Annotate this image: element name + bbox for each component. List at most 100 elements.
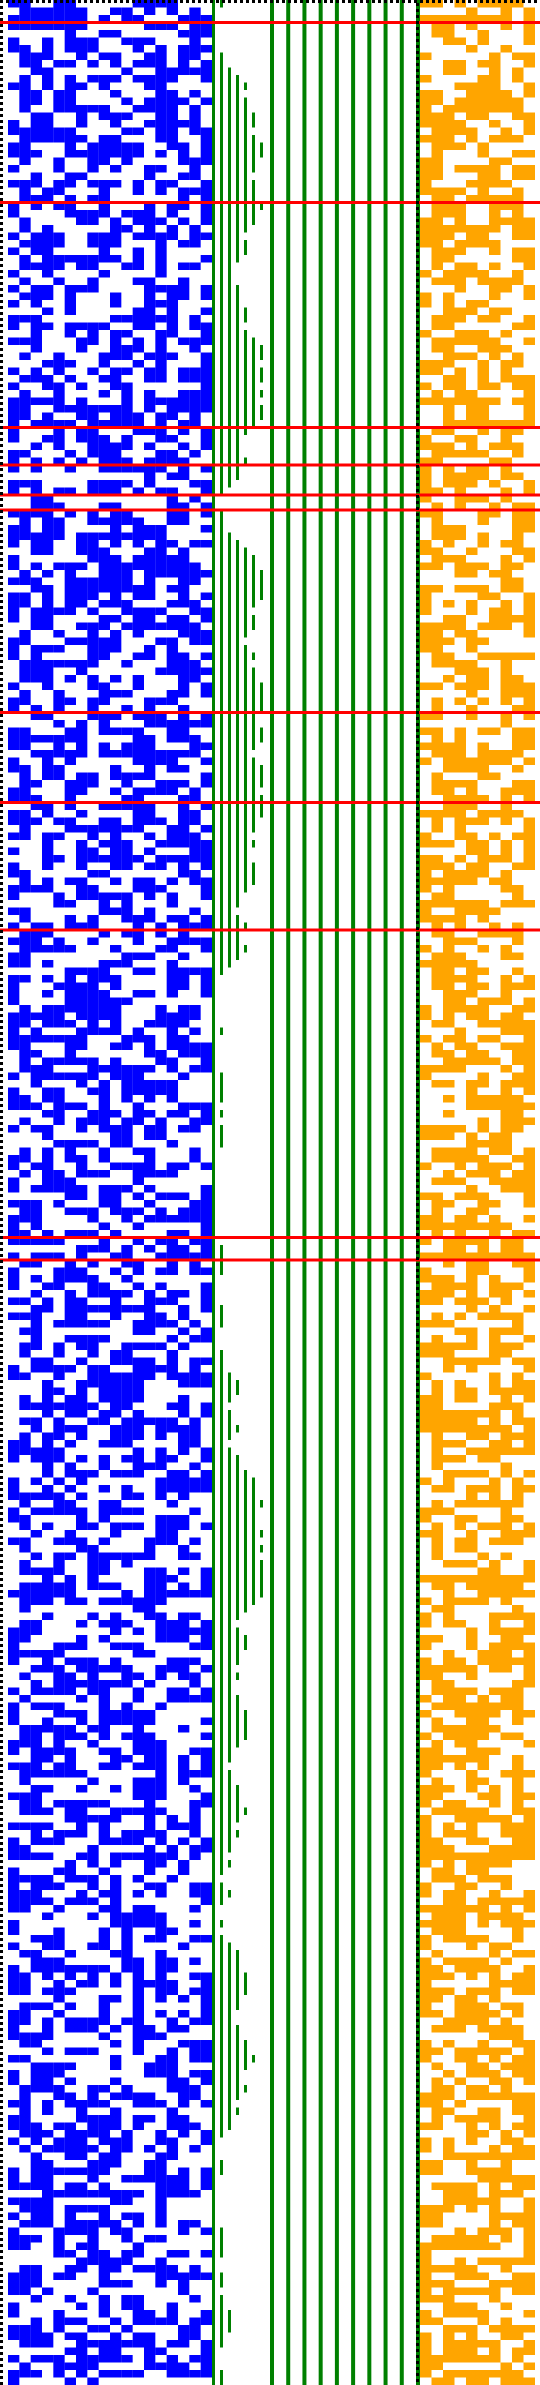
blue-cell (155, 840, 167, 848)
green-step (244, 1552, 247, 1560)
blue-cell (132, 1327, 144, 1335)
orange-cell (443, 112, 455, 120)
blue-cell (8, 600, 20, 608)
blue-cell (19, 105, 31, 113)
orange-cell (477, 682, 489, 690)
blue-cell (42, 2130, 54, 2138)
green-step (236, 1800, 239, 1808)
blue-cell (110, 855, 122, 863)
orange-cell (443, 1065, 455, 1073)
blue-cell (189, 67, 201, 75)
blue-cell (8, 2302, 20, 2310)
blue-cell (64, 1185, 76, 1193)
orange-cell (454, 495, 466, 503)
orange-cell (466, 412, 478, 420)
green-step (212, 1717, 215, 1725)
orange-cell (500, 975, 512, 983)
blue-cell (87, 442, 99, 450)
blue-cell (87, 885, 99, 893)
orange-cell (523, 247, 535, 255)
blue-cell (19, 262, 31, 270)
blue-cell (98, 1237, 110, 1245)
orange-cell (443, 337, 455, 345)
orange-cell (420, 330, 432, 338)
blue-cell (121, 1710, 133, 1718)
green-step (244, 750, 247, 758)
orange-cell (466, 562, 478, 570)
green-step (236, 952, 239, 960)
orange-cell (466, 330, 478, 338)
blue-cell (178, 292, 190, 300)
blue-cell (64, 2167, 76, 2175)
blue-cell (30, 2197, 42, 2205)
blue-cell (132, 630, 144, 638)
blue-cell (166, 22, 178, 30)
green-step (212, 487, 215, 495)
green-step (244, 427, 247, 435)
blue-cell (166, 1140, 178, 1148)
blue-cell (155, 105, 167, 113)
green-step (220, 67, 223, 75)
green-step (228, 1447, 231, 1455)
blue-cell (19, 2280, 31, 2288)
blue-cell (132, 1627, 144, 1635)
orange-cell (420, 435, 432, 443)
blue-cell (19, 375, 31, 383)
blue-cell (76, 1005, 88, 1013)
green-step (244, 870, 247, 878)
orange-cell (523, 405, 535, 413)
blue-cell (200, 1207, 212, 1215)
blue-cell (155, 1837, 167, 1845)
green-step (220, 2370, 223, 2378)
blue-cell (8, 1627, 20, 1635)
blue-cell (53, 1725, 65, 1733)
green-step (236, 1695, 239, 1703)
blue-cell (121, 7, 133, 15)
green-step (212, 1005, 215, 1013)
blue-cell (155, 82, 167, 90)
blue-cell (155, 1965, 167, 1973)
blue-cell (121, 2212, 133, 2220)
blue-cell (19, 1972, 31, 1980)
blue-cell (200, 525, 212, 533)
blue-cell (110, 1980, 122, 1988)
blue-cell (42, 877, 54, 885)
blue-cell (144, 1905, 156, 1913)
blue-cell (189, 45, 201, 53)
blue-cell (178, 817, 190, 825)
green-step (228, 1635, 231, 1643)
blue-cell (64, 967, 76, 975)
orange-cell (500, 217, 512, 225)
blue-cell (98, 1695, 110, 1703)
orange-cell (431, 862, 443, 870)
blue-cell (76, 1642, 88, 1650)
orange-cell (443, 375, 455, 383)
orange-cell (420, 75, 432, 83)
blue-cell (132, 2115, 144, 2123)
green-step (244, 1485, 247, 1493)
blue-cell (132, 187, 144, 195)
blue-cell (200, 1575, 212, 1583)
green-step (212, 1995, 215, 2003)
green-step (212, 660, 215, 668)
orange-cell (512, 75, 524, 83)
blue-cell (178, 622, 190, 630)
blue-cell (30, 292, 42, 300)
orange-cell (431, 735, 443, 743)
blue-cell (19, 1560, 31, 1568)
blue-cell (8, 450, 20, 458)
blue-cell (178, 975, 190, 983)
blue-cell (87, 975, 99, 983)
green-step (228, 600, 231, 608)
blue-cell (98, 255, 110, 263)
blue-cell (76, 1185, 88, 1193)
orange-cell (454, 907, 466, 915)
orange-cell (454, 952, 466, 960)
orange-cell (443, 480, 455, 488)
blue-cell (30, 375, 42, 383)
blue-cell (121, 600, 133, 608)
blue-cell (8, 367, 20, 375)
blue-cell (53, 2272, 65, 2280)
orange-cell (477, 195, 489, 203)
blue-cell (155, 300, 167, 308)
